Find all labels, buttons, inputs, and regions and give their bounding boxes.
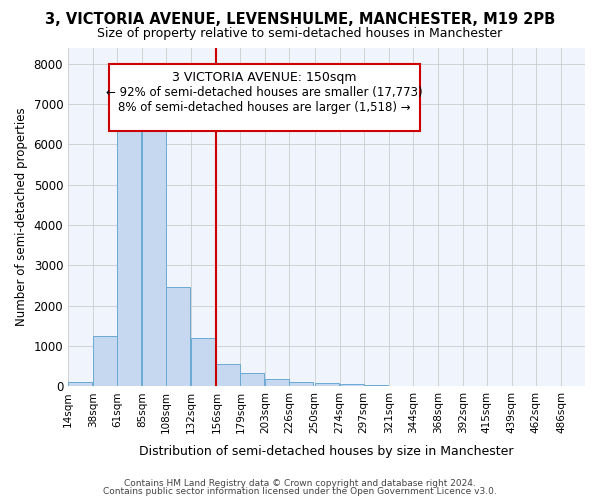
Bar	[166, 286, 190, 386]
Text: Size of property relative to semi-detached houses in Manchester: Size of property relative to semi-detach…	[97, 28, 503, 40]
Bar	[265, 380, 289, 386]
Bar	[93, 336, 117, 386]
Bar	[68, 382, 92, 386]
Bar	[117, 120, 141, 386]
FancyBboxPatch shape	[109, 64, 419, 130]
Text: Contains public sector information licensed under the Open Government Licence v3: Contains public sector information licen…	[103, 487, 497, 496]
Bar	[142, 116, 166, 386]
Text: 8% of semi-detached houses are larger (1,518) →: 8% of semi-detached houses are larger (1…	[118, 100, 411, 114]
Bar	[191, 338, 215, 386]
X-axis label: Distribution of semi-detached houses by size in Manchester: Distribution of semi-detached houses by …	[139, 444, 514, 458]
Bar	[217, 364, 241, 386]
Text: 3, VICTORIA AVENUE, LEVENSHULME, MANCHESTER, M19 2PB: 3, VICTORIA AVENUE, LEVENSHULME, MANCHES…	[45, 12, 555, 28]
Text: ← 92% of semi-detached houses are smaller (17,773): ← 92% of semi-detached houses are smalle…	[106, 86, 423, 100]
Bar	[340, 384, 364, 386]
Bar	[289, 382, 313, 386]
Bar	[241, 374, 265, 386]
Text: 3 VICTORIA AVENUE: 150sqm: 3 VICTORIA AVENUE: 150sqm	[172, 71, 357, 84]
Text: Contains HM Land Registry data © Crown copyright and database right 2024.: Contains HM Land Registry data © Crown c…	[124, 478, 476, 488]
Bar	[314, 384, 338, 386]
Y-axis label: Number of semi-detached properties: Number of semi-detached properties	[15, 108, 28, 326]
